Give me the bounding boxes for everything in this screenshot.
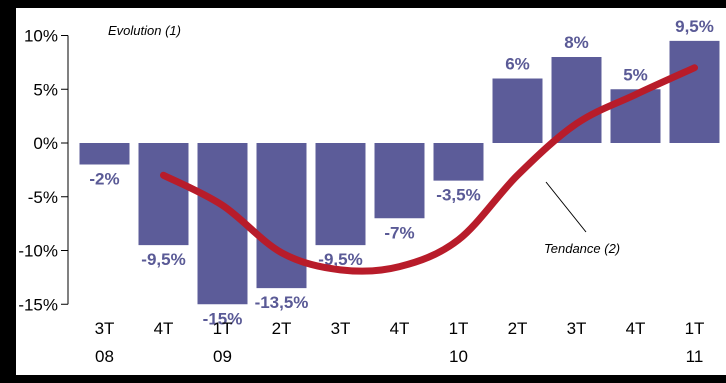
data-label: 9,5% — [675, 17, 714, 36]
evolution-annotation: Evolution (1) — [108, 23, 181, 38]
x-tick-label: 1T — [685, 319, 705, 338]
y-tick-label: -15% — [18, 295, 58, 314]
chart-frame: 10% 5% 0% -5% -10% -15% -2% -9,5% -15% -13,5% -9,5… — [16, 8, 726, 375]
bar — [551, 57, 602, 143]
x-tick-label: 3T — [331, 319, 351, 338]
y-tick-label: 5% — [33, 80, 58, 99]
data-label: 8% — [564, 33, 589, 52]
chart-svg: 10% 5% 0% -5% -10% -15% -2% -9,5% -15% -13,5% -9,5… — [18, 17, 720, 366]
bar — [79, 143, 130, 165]
bar — [138, 143, 189, 246]
trend-line — [160, 64, 698, 275]
data-label: -9,5% — [141, 250, 185, 269]
x-tick-label: 1T — [213, 319, 233, 338]
data-label: -9,5% — [318, 250, 362, 269]
x-year-label: 10 — [449, 347, 468, 366]
x-tick-label: 4T — [154, 319, 174, 338]
data-label: 5% — [623, 65, 648, 84]
x-tick-label: 3T — [567, 319, 587, 338]
x-year-label: 11 — [686, 347, 704, 366]
x-year-label: 08 — [95, 347, 114, 366]
tendance-pointer — [545, 181, 587, 233]
y-tick-label: 10% — [24, 27, 58, 46]
x-tick-label: 3T — [95, 319, 115, 338]
data-label: -2% — [89, 170, 119, 189]
data-label: -7% — [384, 223, 414, 242]
x-tick-label: 4T — [626, 319, 646, 338]
data-label: -13,5% — [255, 293, 309, 312]
tendance-annotation: Tendance (2) — [544, 241, 620, 256]
bar — [492, 78, 543, 143]
bar — [315, 143, 366, 246]
data-label: -15% — [203, 309, 243, 328]
bar — [197, 143, 248, 305]
x-tick-label: 2T — [508, 319, 528, 338]
data-label: -3,5% — [436, 186, 480, 205]
x-year-label: 09 — [213, 347, 232, 366]
y-tick-label: -10% — [18, 242, 58, 261]
bar — [374, 143, 425, 219]
bar — [669, 40, 720, 143]
x-tick-label: 2T — [272, 319, 292, 338]
bar — [256, 143, 307, 289]
y-tick-label: -5% — [28, 188, 58, 207]
data-label: 6% — [505, 55, 530, 74]
bar — [433, 143, 484, 181]
x-tick-label: 4T — [390, 319, 410, 338]
x-tick-label: 1T — [449, 319, 469, 338]
y-tick-label: 0% — [33, 134, 58, 153]
